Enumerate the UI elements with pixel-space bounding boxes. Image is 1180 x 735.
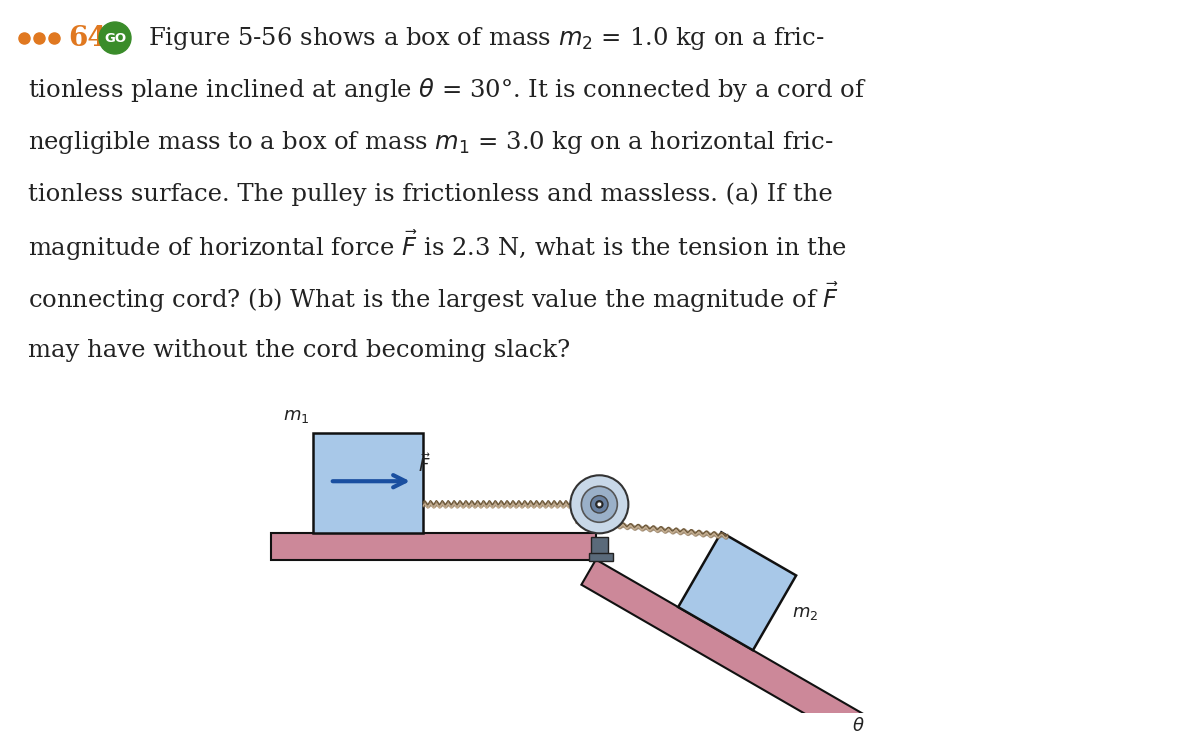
Text: $m_2$: $m_2$ bbox=[792, 604, 818, 622]
Text: magnitude of horizontal force $\vec{F}$ is 2.3 N, what is the tension in the: magnitude of horizontal force $\vec{F}$ … bbox=[28, 229, 847, 263]
Circle shape bbox=[596, 501, 603, 508]
Text: $\vec{F}$: $\vec{F}$ bbox=[419, 453, 431, 476]
Text: connecting cord? (b) What is the largest value the magnitude of $\vec{F}$: connecting cord? (b) What is the largest… bbox=[28, 281, 839, 315]
Circle shape bbox=[591, 495, 608, 513]
Polygon shape bbox=[582, 559, 907, 735]
Text: Figure 5-56 shows a box of mass $m_2$ = 1.0 kg on a fric-: Figure 5-56 shows a box of mass $m_2$ = … bbox=[148, 24, 825, 51]
Bar bbox=[313, 433, 424, 534]
Circle shape bbox=[99, 22, 131, 54]
Text: $\theta$: $\theta$ bbox=[852, 717, 865, 735]
Polygon shape bbox=[678, 532, 797, 650]
Bar bbox=[271, 534, 596, 559]
Text: GO: GO bbox=[104, 32, 126, 45]
Text: $m_1$: $m_1$ bbox=[283, 407, 309, 425]
Text: tionless surface. The pulley is frictionless and massless. (a) If the: tionless surface. The pulley is friction… bbox=[28, 182, 833, 206]
Circle shape bbox=[598, 503, 601, 506]
Text: 64: 64 bbox=[68, 24, 106, 51]
Text: may have without the cord becoming slack?: may have without the cord becoming slack… bbox=[28, 339, 570, 362]
Bar bbox=[591, 537, 608, 559]
Text: tionless plane inclined at angle $\theta$ = 30°. It is connected by a cord of: tionless plane inclined at angle $\theta… bbox=[28, 76, 866, 104]
Text: negligible mass to a box of mass $m_1$ = 3.0 kg on a horizontal fric-: negligible mass to a box of mass $m_1$ =… bbox=[28, 129, 833, 156]
Circle shape bbox=[570, 476, 629, 534]
Bar bbox=[589, 553, 614, 561]
Circle shape bbox=[582, 487, 617, 523]
